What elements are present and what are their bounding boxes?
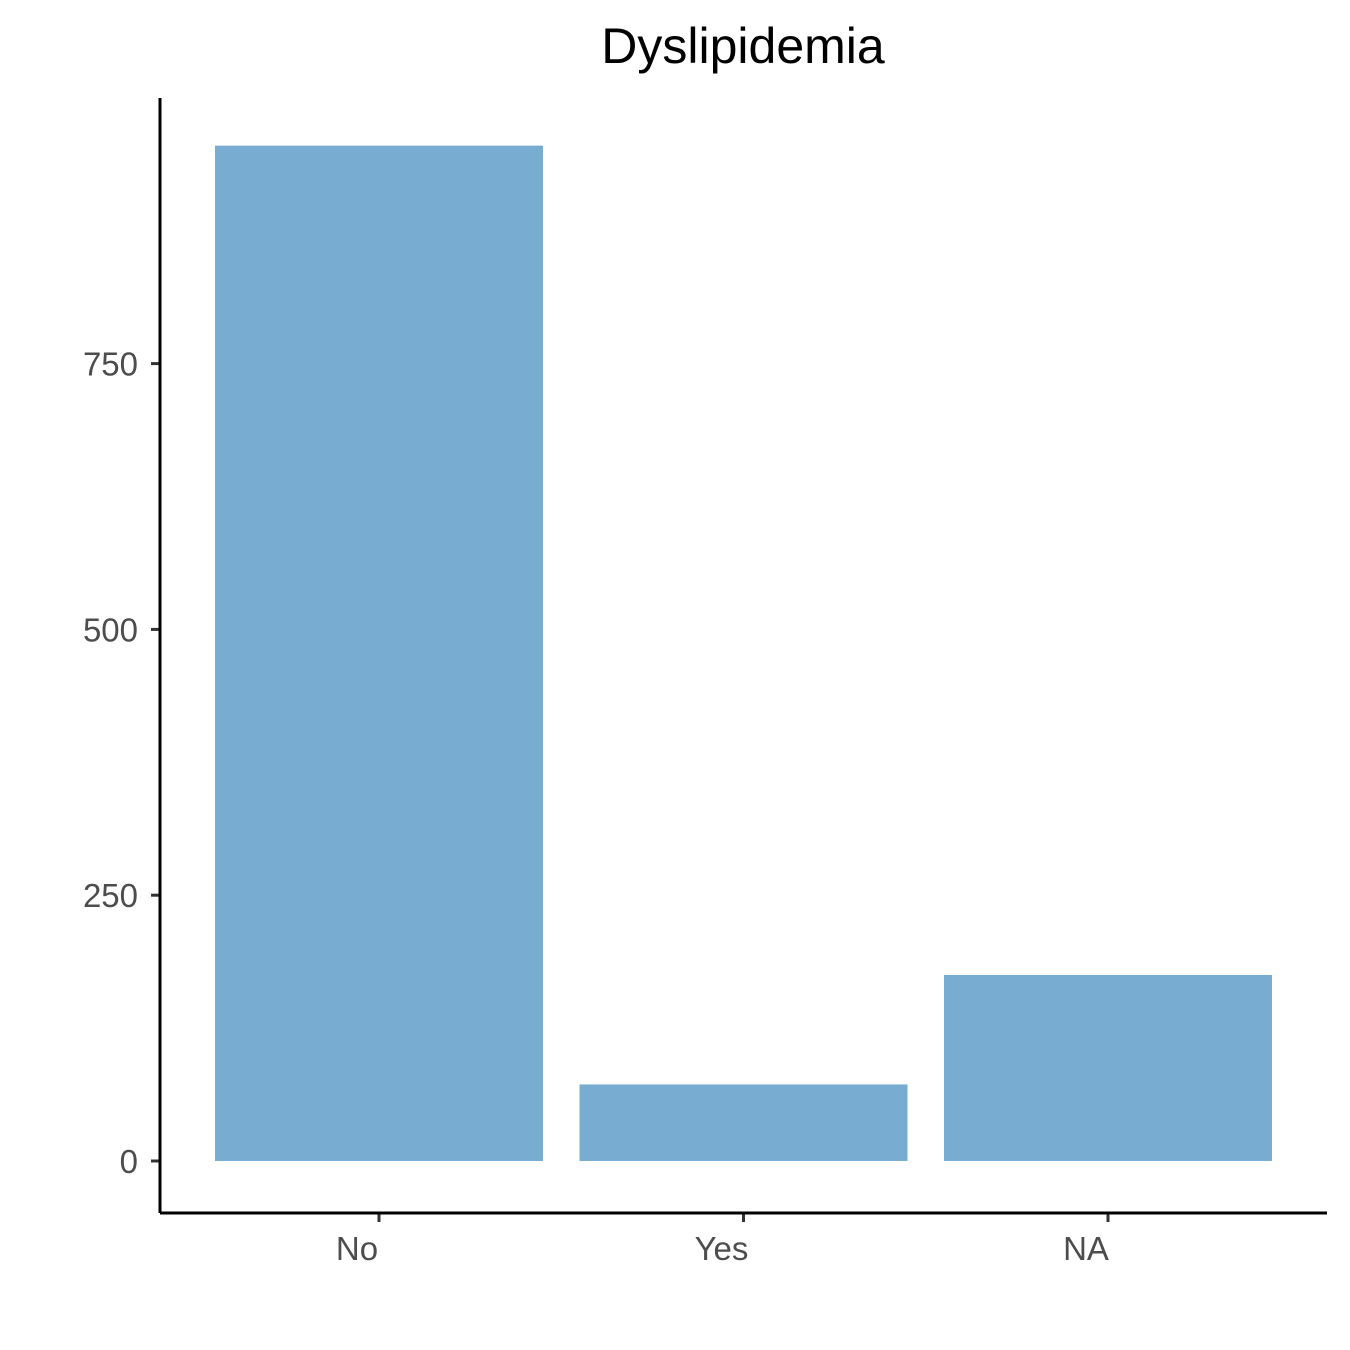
y-tick-label: 250: [83, 877, 138, 914]
x-tick-label: Yes: [695, 1230, 749, 1267]
y-axis-ticks: 0 250 500 750: [83, 346, 160, 1180]
y-tick-label: 750: [83, 346, 138, 383]
x-tick-label: NA: [1063, 1230, 1109, 1267]
x-axis-ticks: No Yes NA: [336, 1213, 1110, 1267]
bar-no: [215, 145, 543, 1162]
x-tick-label: No: [336, 1230, 378, 1267]
y-tick-label: 500: [83, 611, 138, 648]
chart-title: Dyslipidemia: [601, 18, 885, 74]
bar-na: [944, 974, 1272, 1161]
bar-yes: [579, 1084, 908, 1161]
bars-group: [215, 145, 1272, 1162]
y-tick-label: 0: [120, 1143, 138, 1180]
